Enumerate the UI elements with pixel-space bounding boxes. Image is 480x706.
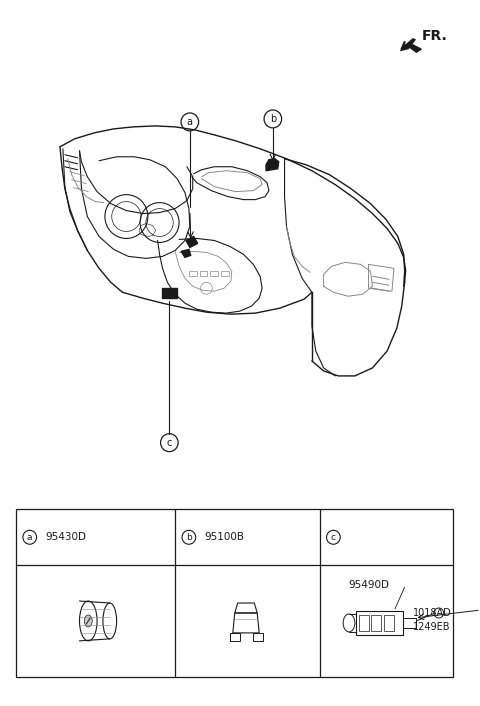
Bar — [230, 633, 240, 641]
Text: a: a — [187, 117, 193, 127]
Text: b: b — [186, 533, 192, 542]
Text: 95430D: 95430D — [45, 532, 86, 542]
Bar — [200, 271, 207, 276]
Bar — [16, 510, 454, 677]
Bar — [356, 611, 403, 635]
Bar — [372, 615, 381, 631]
Text: FR.: FR. — [421, 29, 447, 43]
Text: b: b — [270, 114, 276, 124]
Text: 1249EB: 1249EB — [412, 622, 450, 632]
Bar — [403, 618, 416, 628]
Polygon shape — [266, 159, 279, 171]
Polygon shape — [162, 288, 177, 298]
Bar — [221, 271, 229, 276]
Bar — [253, 633, 263, 641]
Bar — [359, 615, 369, 631]
Text: 95100B: 95100B — [204, 532, 244, 542]
Polygon shape — [181, 249, 191, 258]
Polygon shape — [186, 237, 198, 247]
Text: a: a — [27, 533, 33, 542]
Polygon shape — [404, 40, 421, 52]
Ellipse shape — [84, 615, 92, 627]
Text: 1018AD: 1018AD — [412, 608, 451, 618]
Text: c: c — [331, 533, 336, 542]
Bar — [210, 271, 218, 276]
Bar — [384, 615, 394, 631]
Bar — [189, 271, 197, 276]
Text: 95490D: 95490D — [348, 580, 389, 590]
Text: c: c — [167, 438, 172, 448]
